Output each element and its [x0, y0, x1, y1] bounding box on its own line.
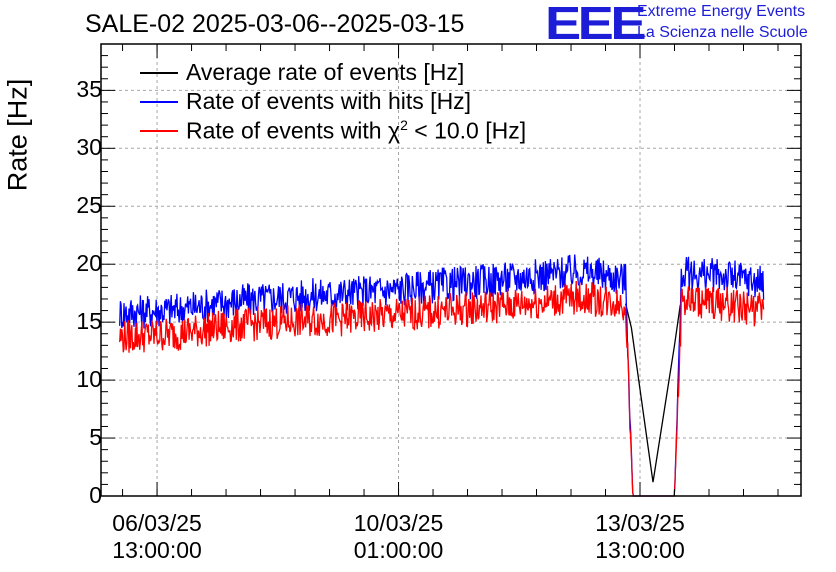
- legend-label-chi2-sup: 2: [400, 116, 408, 133]
- axes: [100, 43, 802, 497]
- legend-label-hits: Rate of events with hits [Hz]: [186, 88, 472, 114]
- legend-label-chi2-symbol: χ: [388, 117, 401, 144]
- y-tick-label: 20: [76, 250, 102, 277]
- x-tick-label-date: 13/03/25: [595, 510, 685, 536]
- y-tick-label: 35: [76, 76, 102, 103]
- series-line-average: [624, 303, 681, 483]
- legend-swatch-chi2: [140, 129, 178, 132]
- x-tick-label-time: 13:00:00: [595, 537, 685, 563]
- legend-swatch-average: [140, 71, 178, 74]
- x-tick-label: 13/03/25 13:00:00: [570, 510, 710, 564]
- legend-entry-hits: Rate of events with hits [Hz]: [140, 87, 526, 116]
- x-tick-label-time: 01:00:00: [353, 537, 444, 563]
- y-axis-label: Rate [Hz]: [3, 79, 33, 192]
- series-line-hits: [119, 254, 765, 497]
- x-tick-label: 10/03/25 01:00:00: [329, 510, 469, 564]
- legend-entry-average: Average rate of events [Hz]: [140, 58, 526, 87]
- y-tick-label: 25: [76, 192, 102, 219]
- legend-swatch-hits: [140, 100, 178, 103]
- y-axis-label-text: Rate [Hz]: [2, 78, 33, 192]
- x-tick-label-date: 06/03/25: [112, 510, 202, 536]
- x-tick-label: 06/03/25 13:00:00: [87, 510, 227, 564]
- y-tick-label: 15: [76, 308, 102, 335]
- y-tick-label: 0: [89, 482, 102, 508]
- chart-title: SALE-02 2025-03-06--2025-03-15: [85, 10, 465, 38]
- series-layer: [119, 254, 765, 497]
- x-tick-label-time: 13:00:00: [112, 537, 202, 563]
- legend-entry-chi2: Rate of events with χ2 < 10.0 [Hz]: [140, 116, 526, 145]
- legend-label-chi2-suffix: < 10.0 [Hz]: [407, 117, 527, 144]
- legend-label-chi2-prefix: Rate of events with: [186, 117, 388, 144]
- eee-logo: EEE: [545, 0, 647, 49]
- legend: Average rate of events [Hz] Rate of even…: [140, 58, 526, 145]
- legend-label-average: Average rate of events [Hz]: [186, 59, 465, 85]
- logo-subtitle-2: La Scienza nelle Scuole: [637, 24, 808, 41]
- y-tick-label: 10: [76, 366, 102, 393]
- plot-frame: [100, 43, 802, 497]
- legend-label-chi2: Rate of events with χ2 < 10.0 [Hz]: [186, 117, 526, 145]
- logo-subtitle-1: Extreme Energy Events: [637, 3, 806, 20]
- y-tick-label: 30: [76, 134, 102, 161]
- y-tick-label: 5: [89, 424, 102, 451]
- x-tick-label-date: 10/03/25: [353, 510, 444, 536]
- series-line-chi2: [119, 280, 765, 497]
